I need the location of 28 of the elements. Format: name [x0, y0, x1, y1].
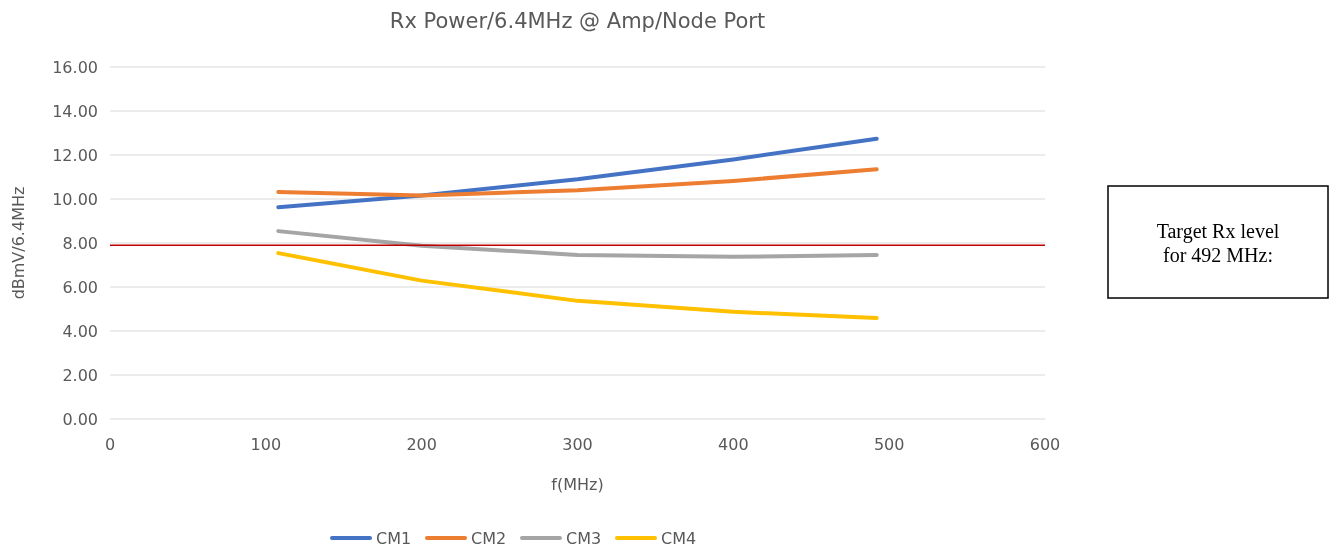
y-tick-label: 12.00	[52, 145, 98, 165]
y-tick-label: 16.00	[52, 57, 98, 77]
y-axis-title: dBmV/6.4MHz	[9, 186, 28, 300]
x-tick-label: 600	[1029, 435, 1061, 454]
x-tick-label: 300	[562, 435, 593, 454]
legend-label: CM3	[566, 528, 602, 548]
legend-label: CM4	[661, 528, 697, 548]
x-tick-label: 500	[873, 435, 905, 454]
legend-label: CM2	[471, 528, 507, 548]
line-series	[276, 167, 879, 198]
y-tick-label: 4.00	[62, 321, 98, 341]
y-tick-label: 10.00	[52, 189, 98, 209]
y-tick-label: 14.00	[52, 101, 98, 121]
line-series	[276, 229, 879, 259]
x-tick-label: 400	[718, 435, 749, 454]
x-tick-label: 0	[104, 435, 116, 454]
x-tick-label: 100	[250, 435, 282, 454]
y-tick-label: 0.00	[62, 409, 98, 429]
text: Target Rx level for 492 MHz:	[1156, 220, 1280, 266]
y-tick-label: 2.00	[62, 365, 98, 385]
y-tick-label: 8.00	[62, 233, 98, 253]
line-series	[276, 136, 879, 210]
x-tick-label: 200	[406, 435, 437, 454]
x-axis-title: f(MHz)	[551, 475, 604, 494]
legend-label: CM1	[376, 528, 412, 548]
chart-title: Rx Power/6.4MHz @ Amp/Node Port	[389, 9, 766, 33]
line-series	[276, 251, 879, 321]
y-tick-label: 6.00	[62, 277, 98, 297]
